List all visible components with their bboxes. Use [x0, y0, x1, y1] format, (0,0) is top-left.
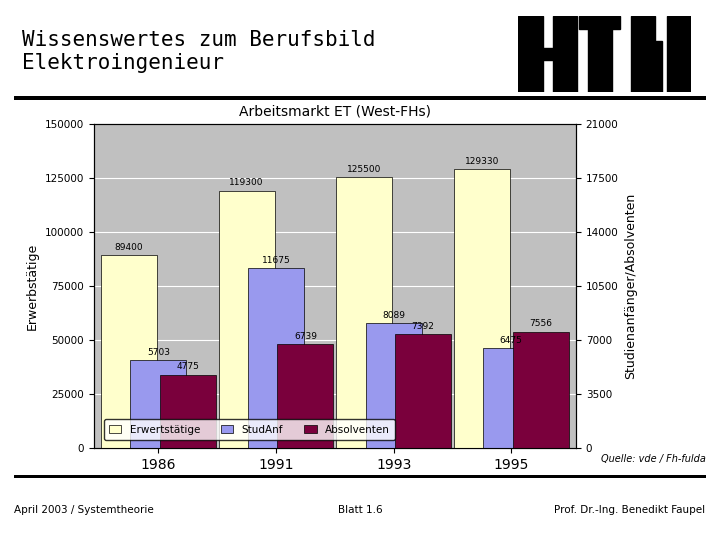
Title: Arbeitsmarkt ET (West-FHs): Arbeitsmarkt ET (West-FHs) [239, 105, 431, 119]
Text: 6475: 6475 [500, 336, 523, 345]
Text: 4775: 4775 [176, 362, 199, 372]
Text: Wissenswertes zum Berufsbild
Elektroingenieur: Wissenswertes zum Berufsbild Elektroinge… [22, 30, 375, 73]
Bar [336, 177, 392, 448]
Text: 7392: 7392 [412, 322, 434, 331]
Bar [579, 16, 621, 29]
Bar [248, 268, 304, 448]
Bar [631, 16, 655, 92]
Bar [553, 16, 577, 92]
Bar [667, 16, 691, 92]
Text: 11675: 11675 [261, 256, 290, 265]
Text: 8089: 8089 [382, 311, 405, 320]
Bar [644, 42, 662, 92]
Text: 89400: 89400 [114, 243, 143, 252]
Bar [518, 16, 543, 92]
Bar [160, 375, 216, 448]
Bar [277, 344, 333, 448]
Y-axis label: Erwerbstätige: Erwerbstätige [26, 242, 39, 330]
Text: 125500: 125500 [347, 165, 382, 174]
Bar [454, 169, 510, 448]
Bar [130, 360, 186, 448]
Text: April 2003 / Systemtheorie: April 2003 / Systemtheorie [14, 505, 154, 515]
Text: 7556: 7556 [529, 319, 552, 328]
Text: 6739: 6739 [294, 332, 317, 341]
Bar [395, 334, 451, 448]
Bar [101, 255, 157, 448]
Bar [513, 332, 569, 448]
Text: Blatt 1.6: Blatt 1.6 [338, 505, 382, 515]
Legend: Erwertstätige, StudAnf, Absolventen: Erwertstätige, StudAnf, Absolventen [104, 420, 395, 440]
Bar [366, 323, 422, 448]
Text: 5703: 5703 [147, 348, 170, 357]
Bar [536, 48, 553, 60]
Text: Prof. Dr.-Ing. Benedikt Faupel: Prof. Dr.-Ing. Benedikt Faupel [554, 505, 706, 515]
Bar [219, 191, 274, 448]
Bar [483, 348, 539, 448]
Text: Quelle: vde / Fh-fulda: Quelle: vde / Fh-fulda [600, 454, 706, 464]
Text: 129330: 129330 [464, 157, 499, 166]
Y-axis label: Studienanfänger/Absolventen: Studienanfänger/Absolventen [624, 193, 637, 379]
Bar [588, 16, 612, 92]
Text: 119300: 119300 [229, 178, 264, 187]
